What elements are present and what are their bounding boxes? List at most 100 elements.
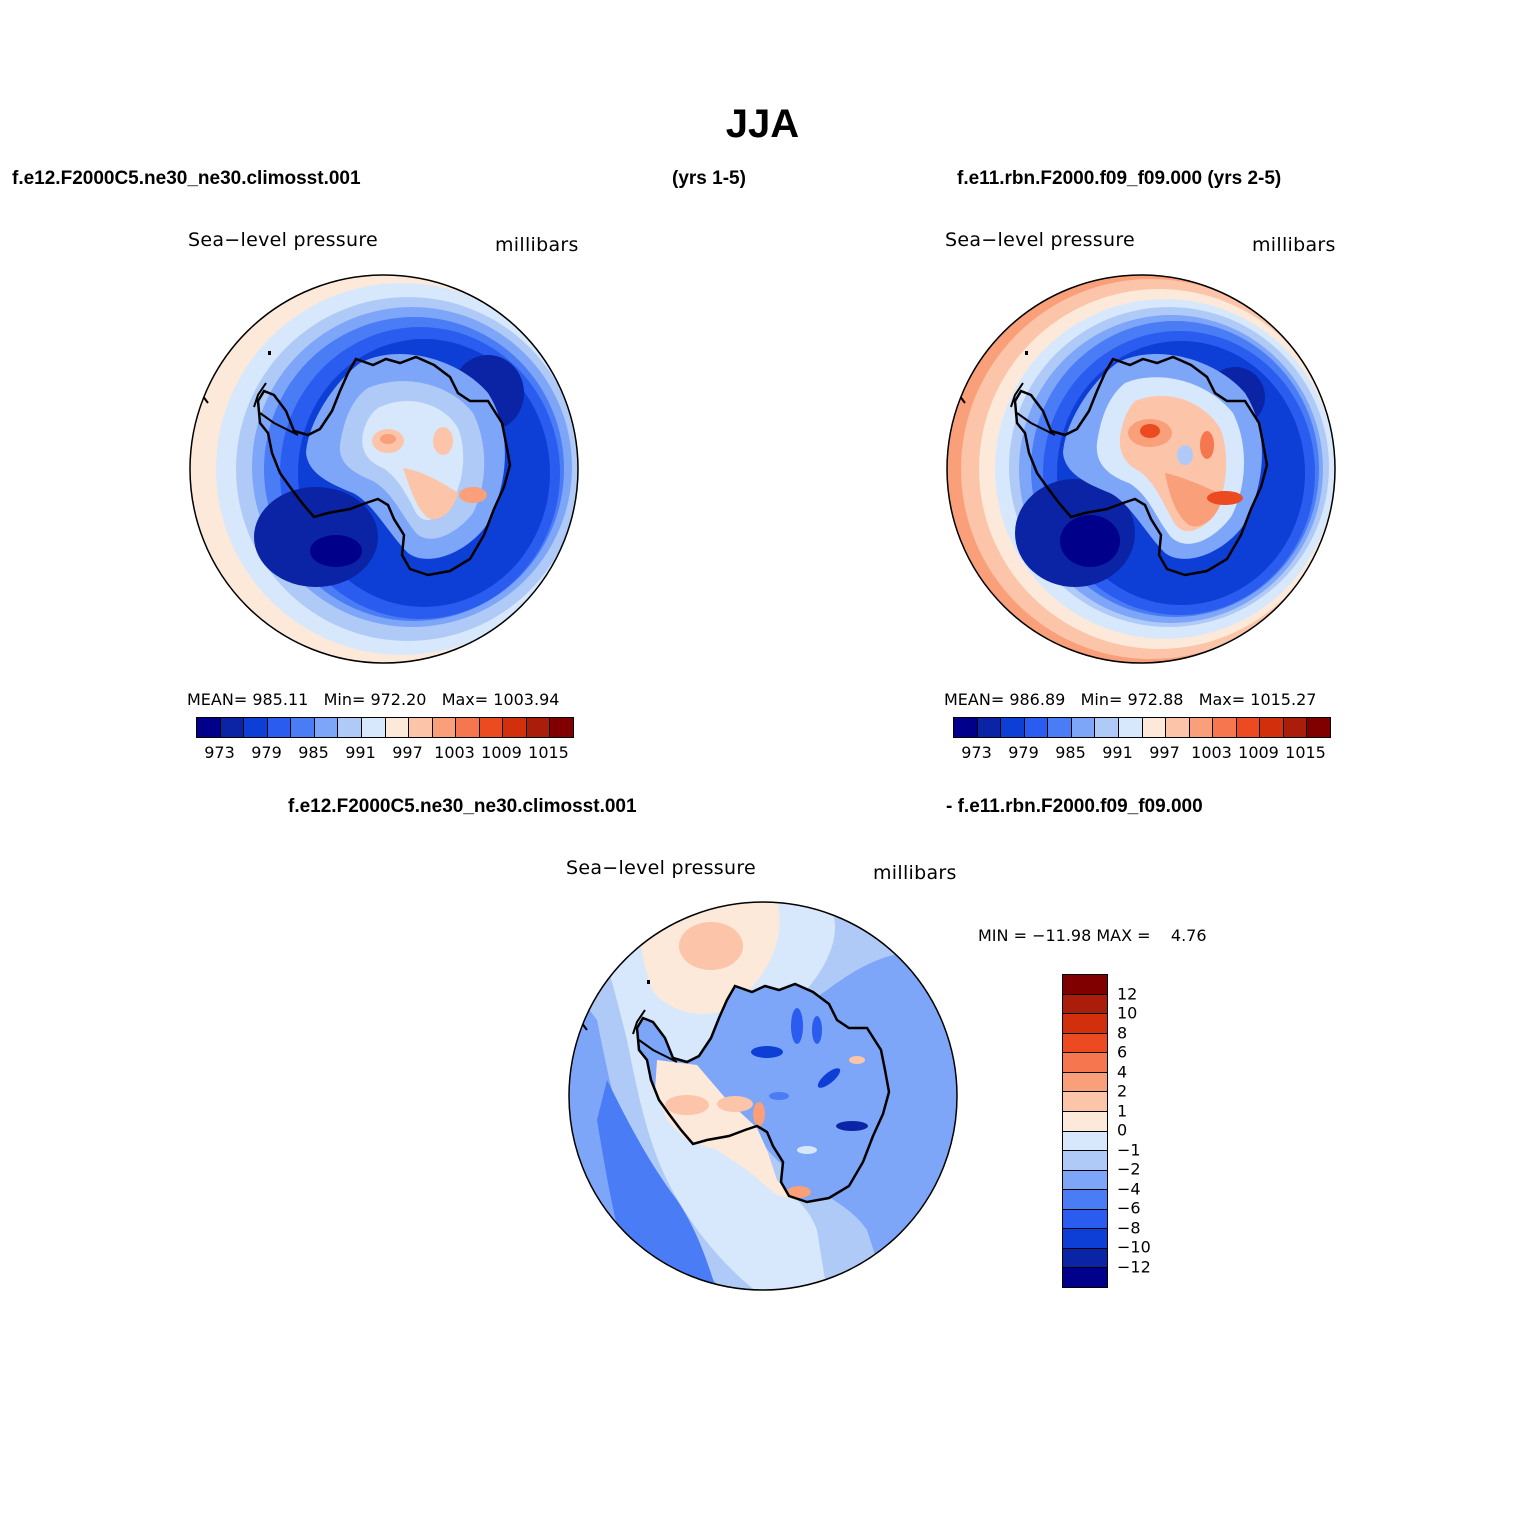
colorbar-swatch xyxy=(361,718,386,737)
colorbar-swatch xyxy=(1142,718,1167,737)
colorbar-swatch xyxy=(1063,1248,1107,1269)
colorbar-tick-label: 1003 xyxy=(1191,743,1232,762)
colorbar-tick-label: −1 xyxy=(1117,1140,1141,1159)
colorbar-swatch xyxy=(291,718,315,737)
case2-label: f.e11.rbn.F2000.f09_f09.000 (yrs 2-5) xyxy=(957,168,1282,189)
diff-case-b: - f.e11.rbn.F2000.f09_f09.000 xyxy=(946,796,1203,817)
diff-colorbar-ticks: 12 10 8 6 4 2 1 0 −1 −2 −4 −6 −8 −10 −12 xyxy=(1117,974,1177,1286)
diff-units-label: millibars xyxy=(873,862,957,884)
colorbar-swatch xyxy=(479,718,504,737)
colorbar-swatch xyxy=(1001,718,1025,737)
colorbar-tick-label: 973 xyxy=(961,743,992,762)
colorbar-swatch xyxy=(1071,718,1096,737)
colorbar-swatch xyxy=(1063,1190,1107,1210)
colorbar-tick-label: −4 xyxy=(1117,1179,1141,1198)
colorbar-swatch xyxy=(550,718,573,737)
colorbar-tick-label: 12 xyxy=(1117,984,1138,1003)
panel1-variable-label: Sea−level pressure xyxy=(188,229,379,251)
panel2-variable-label: Sea−level pressure xyxy=(945,229,1136,251)
colorbar-swatch xyxy=(1048,718,1072,737)
colorbar-tick-label: −12 xyxy=(1117,1257,1151,1276)
colorbar-swatch xyxy=(1063,1131,1107,1152)
diff-case-a: f.e12.F2000C5.ne30_ne30.climosst.001 xyxy=(288,796,637,817)
colorbar-swatch xyxy=(314,718,339,737)
colorbar-tick-label: 1015 xyxy=(528,743,569,762)
diff-minmax: MIN = −11.98 MAX = 4.76 xyxy=(978,926,1207,945)
colorbar-tick-label: 0 xyxy=(1117,1120,1128,1140)
colorbar-tick-label: 10 xyxy=(1117,1003,1138,1023)
colorbar-tick-label: 997 xyxy=(1149,743,1180,762)
colorbar-swatch xyxy=(409,718,433,737)
colorbar-swatch xyxy=(432,718,457,737)
colorbar-tick-label: 6 xyxy=(1117,1042,1128,1062)
colorbar-swatch xyxy=(1118,718,1143,737)
colorbar-swatch xyxy=(1283,718,1308,737)
colorbar-tick-label: 1015 xyxy=(1285,743,1326,762)
diff-polar-map xyxy=(568,901,958,1291)
colorbar-swatch xyxy=(1063,1111,1107,1132)
panel2-polar-map xyxy=(946,274,1336,664)
colorbar-swatch xyxy=(338,718,362,737)
colorbar-swatch xyxy=(197,718,221,737)
colorbar-tick-label: 991 xyxy=(345,743,376,762)
colorbar-tick-label: 1 xyxy=(1117,1101,1128,1120)
colorbar-swatch xyxy=(1166,718,1190,737)
colorbar-tick-label: 979 xyxy=(1008,743,1039,762)
panel2-units-label: millibars xyxy=(1252,234,1336,256)
colorbar-swatch xyxy=(1063,1151,1107,1171)
colorbar-tick-label: −6 xyxy=(1117,1198,1141,1218)
colorbar-tick-label: 985 xyxy=(1055,743,1086,762)
colorbar-tick-label: 997 xyxy=(392,743,423,762)
colorbar-swatch xyxy=(244,718,268,737)
colorbar-swatch xyxy=(1063,1053,1107,1073)
colorbar-swatch xyxy=(1063,1229,1107,1249)
colorbar-swatch xyxy=(1063,1092,1107,1112)
colorbar-swatch xyxy=(1260,718,1284,737)
diff-variable-label: Sea−level pressure xyxy=(566,857,757,879)
colorbar-swatch xyxy=(1063,1268,1107,1287)
colorbar-tick-label: 985 xyxy=(298,743,329,762)
panel1-colorbar-ticks: 973 979 985 991 997 1003 1009 1015 xyxy=(196,743,572,763)
colorbar-tick-label: 991 xyxy=(1102,743,1133,762)
figure-title: JJA xyxy=(725,102,800,146)
panel2-stats: MEAN= 986.89 Min= 972.88 Max= 1015.27 xyxy=(944,690,1317,709)
diff-colorbar xyxy=(1062,974,1108,1288)
colorbar-swatch xyxy=(1063,1014,1107,1034)
colorbar-swatch xyxy=(954,718,978,737)
panel1-units-label: millibars xyxy=(495,234,579,256)
colorbar-swatch xyxy=(1063,1072,1107,1093)
panel2-colorbar xyxy=(953,717,1331,738)
colorbar-swatch xyxy=(1063,1033,1107,1054)
colorbar-swatch xyxy=(385,718,410,737)
colorbar-tick-label: 1003 xyxy=(434,743,475,762)
colorbar-swatch xyxy=(977,718,1002,737)
colorbar-swatch xyxy=(220,718,245,737)
panel1-stats: MEAN= 985.11 Min= 972.20 Max= 1003.94 xyxy=(187,690,560,709)
years1-label: (yrs 1-5) xyxy=(672,168,746,189)
colorbar-tick-label: 973 xyxy=(204,743,235,762)
colorbar-swatch xyxy=(1236,718,1261,737)
colorbar-tick-label: 8 xyxy=(1117,1023,1128,1042)
panel1-polar-map xyxy=(189,274,579,664)
colorbar-swatch xyxy=(1024,718,1049,737)
panel1-colorbar xyxy=(196,717,574,738)
colorbar-swatch xyxy=(1189,718,1214,737)
colorbar-tick-label: −8 xyxy=(1117,1218,1141,1237)
colorbar-swatch xyxy=(526,718,551,737)
colorbar-swatch xyxy=(267,718,292,737)
colorbar-tick-label: 4 xyxy=(1117,1062,1128,1081)
colorbar-swatch xyxy=(503,718,527,737)
colorbar-swatch xyxy=(1063,1170,1107,1191)
colorbar-tick-label: 2 xyxy=(1117,1081,1128,1101)
colorbar-swatch xyxy=(1063,975,1107,995)
colorbar-swatch xyxy=(1095,718,1119,737)
colorbar-swatch xyxy=(456,718,480,737)
colorbar-tick-label: −2 xyxy=(1117,1159,1141,1179)
colorbar-swatch xyxy=(1063,1209,1107,1230)
colorbar-swatch xyxy=(1063,994,1107,1015)
colorbar-tick-label: 1009 xyxy=(1238,743,1279,762)
colorbar-tick-label: 1009 xyxy=(481,743,522,762)
panel2-colorbar-ticks: 973 979 985 991 997 1003 1009 1015 xyxy=(953,743,1329,763)
colorbar-tick-label: 979 xyxy=(251,743,282,762)
case1-label: f.e12.F2000C5.ne30_ne30.climosst.001 xyxy=(12,168,361,189)
